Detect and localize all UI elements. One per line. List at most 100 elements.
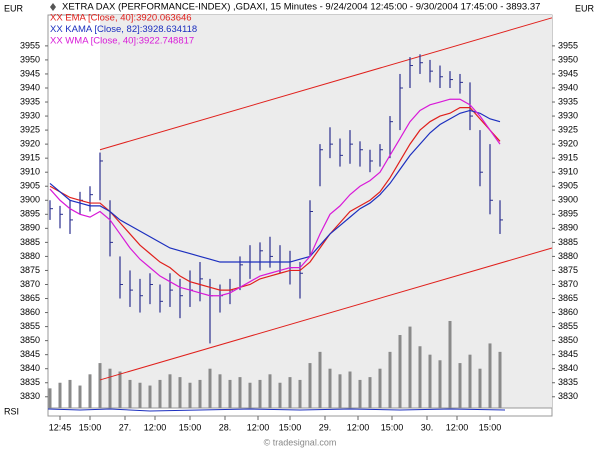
y-tick-label-right: 3875: [558, 265, 578, 275]
volume-bar: [108, 368, 112, 408]
x-tick-label: 30.: [421, 422, 434, 432]
y-tick-label-left: 3920: [20, 139, 40, 149]
x-tick-label: 15:00: [479, 422, 502, 432]
x-tick-label: 29.: [319, 422, 332, 432]
indicator-line: [49, 107, 501, 291]
footer: © tradesignal.com: [264, 437, 337, 447]
y-tick-label-left: 3900: [20, 195, 40, 205]
y-tick-label-left: 3925: [20, 124, 40, 134]
x-tick-label: 15:00: [381, 422, 404, 432]
volume-bar: [358, 379, 362, 408]
volume-bar: [458, 363, 462, 408]
y-tick-label-right: 3870: [558, 279, 578, 289]
rsi-line: [47, 408, 506, 412]
y-tick-label-left: 3910: [20, 167, 40, 177]
y-tick-label-right: 3835: [558, 377, 578, 387]
volume-bar: [478, 368, 482, 408]
volume-bar: [188, 382, 192, 408]
x-tick-label: 12:00: [247, 422, 270, 432]
volume-bar: [288, 377, 292, 408]
y-tick-label-right: 3865: [558, 293, 578, 303]
y-tick-label-right: 3830: [558, 391, 578, 401]
volume-bar: [468, 354, 472, 408]
y-tick-label-right: 3930: [558, 110, 578, 120]
y-tick-label-left: 3940: [20, 82, 40, 92]
volume-bar: [198, 379, 202, 408]
y-tick-label-left: 3945: [20, 68, 40, 78]
volume-bar: [228, 379, 232, 408]
y-tick-label-left: 3905: [20, 181, 40, 191]
volume-bar: [498, 351, 502, 408]
y-tick-label-left: 3890: [20, 223, 40, 233]
y-tick-label-left: 3850: [20, 335, 40, 345]
y-tick-label-left: 3955: [20, 40, 40, 50]
y-tick-label-right: 3910: [558, 167, 578, 177]
y-tick-label-left: 3875: [20, 265, 40, 275]
y-tick-label-right: 3945: [558, 68, 578, 78]
x-tick-label: 12:00: [446, 422, 469, 432]
y-tick-label-right: 3950: [558, 54, 578, 64]
channel-line: [99, 247, 553, 381]
y-tick-label-left: 3880: [20, 251, 40, 261]
volume-bar: [378, 368, 382, 408]
y-tick-label-left: 3865: [20, 293, 40, 303]
volume-bar: [238, 377, 242, 408]
volume-bar: [208, 368, 212, 408]
volume-bar: [178, 377, 182, 408]
volume-bar: [218, 374, 222, 408]
x-tick-label: 15:00: [179, 422, 202, 432]
volume-bar: [328, 368, 332, 408]
y-tick-label-right: 3890: [558, 223, 578, 233]
volume-bar: [118, 371, 122, 408]
rsi-label: RSI: [4, 406, 19, 416]
y-tick-label-right: 3920: [558, 139, 578, 149]
volume-bar: [428, 354, 432, 408]
right-currency: EUR: [575, 3, 595, 13]
volume-bar: [258, 379, 262, 408]
indicator-line: [49, 98, 501, 297]
y-tick-label-left: 3895: [20, 209, 40, 219]
volume-bar: [368, 377, 372, 408]
x-tick-label: 27.: [119, 422, 132, 432]
y-tick-label-left: 3885: [20, 237, 40, 247]
legend-entry: XX WMA [Close, 40]:3922.748817: [50, 36, 194, 47]
y-tick-label-left: 3935: [20, 96, 40, 106]
volume-bar: [168, 374, 172, 408]
x-tick-label: 12:45: [49, 422, 72, 432]
y-tick-label-right: 3925: [558, 124, 578, 134]
volume-bar: [398, 335, 402, 408]
volume-bar: [278, 382, 282, 408]
y-tick-label-left: 3870: [20, 279, 40, 289]
volume-bar: [348, 371, 352, 408]
volume-bar: [158, 379, 162, 408]
chart-title: XETRA DAX (PERFORMANCE-INDEX) ,GDAXI, 15…: [62, 2, 540, 13]
y-tick-label-left: 3835: [20, 377, 40, 387]
legend-entry: XX EMA [Close, 40]:3920.063646: [50, 13, 192, 24]
y-tick-label-left: 3950: [20, 54, 40, 64]
y-tick-label-right: 3840: [558, 363, 578, 373]
y-tick-label-right: 3895: [558, 209, 578, 219]
volume-bar: [78, 385, 82, 408]
volume-bar: [408, 326, 412, 408]
y-tick-label-right: 3935: [558, 96, 578, 106]
volume-bar: [248, 382, 252, 408]
y-tick-label-right: 3885: [558, 237, 578, 247]
x-tick-label: 28.: [219, 422, 232, 432]
volume-bar: [58, 382, 62, 408]
x-tick-label: 12:00: [144, 422, 167, 432]
volume-bar: [48, 388, 52, 408]
volume-bar: [98, 363, 102, 408]
channel-shading: [100, 15, 552, 408]
volume-bar: [68, 379, 72, 408]
volume-bar: [138, 382, 142, 408]
y-tick-label-left: 3855: [20, 321, 40, 331]
volume-bar: [438, 360, 442, 408]
volume-bar: [318, 351, 322, 408]
indicator-line: [49, 109, 501, 263]
volume-bar: [268, 374, 272, 408]
y-tick-label-right: 3955: [558, 40, 578, 50]
volume-bar: [298, 379, 302, 408]
title-icon: [50, 3, 56, 11]
y-tick-label-right: 3855: [558, 321, 578, 331]
